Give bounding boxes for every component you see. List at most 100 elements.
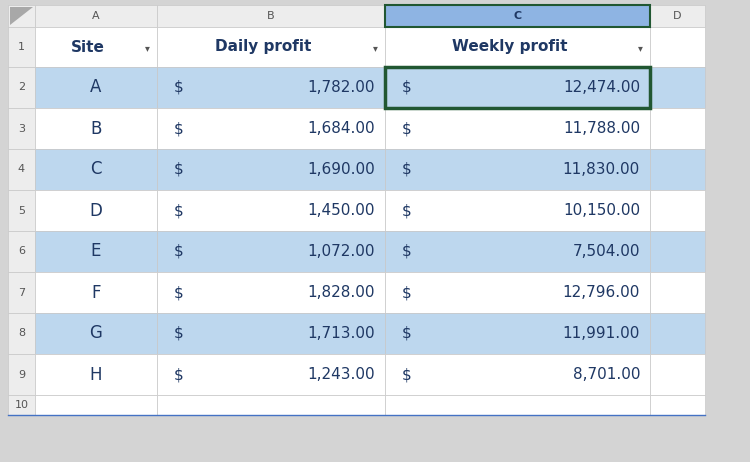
Text: 1,828.00: 1,828.00 xyxy=(308,285,375,300)
Text: $: $ xyxy=(402,244,412,259)
Bar xyxy=(35,190,157,231)
Text: 1,243.00: 1,243.00 xyxy=(308,367,375,382)
Bar xyxy=(35,272,157,313)
Text: $: $ xyxy=(402,162,412,177)
Bar xyxy=(385,108,650,149)
Bar xyxy=(650,395,705,415)
Bar xyxy=(35,395,157,415)
Text: 10,150.00: 10,150.00 xyxy=(562,203,640,218)
Text: 1: 1 xyxy=(18,42,25,52)
Text: 1,690.00: 1,690.00 xyxy=(308,162,375,177)
Bar xyxy=(157,108,385,149)
Text: D: D xyxy=(89,201,103,219)
Bar xyxy=(385,149,650,190)
Text: C: C xyxy=(90,160,102,178)
Text: $: $ xyxy=(402,326,412,341)
Text: 4: 4 xyxy=(18,164,25,175)
Text: Daily profit: Daily profit xyxy=(214,39,311,55)
Bar xyxy=(385,313,650,354)
Bar xyxy=(35,354,157,395)
Text: Site: Site xyxy=(71,39,105,55)
Text: B: B xyxy=(90,120,102,138)
Bar xyxy=(157,395,385,415)
Bar xyxy=(650,354,705,395)
Text: 11,991.00: 11,991.00 xyxy=(562,326,640,341)
Bar xyxy=(8,272,35,313)
Text: A: A xyxy=(90,79,102,97)
Text: 1,450.00: 1,450.00 xyxy=(308,203,375,218)
Bar xyxy=(8,67,35,108)
Text: $: $ xyxy=(402,367,412,382)
Text: E: E xyxy=(91,243,101,261)
Text: 8,701.00: 8,701.00 xyxy=(572,367,640,382)
Text: $: $ xyxy=(402,121,412,136)
Text: 3: 3 xyxy=(18,123,25,134)
Bar xyxy=(385,67,650,108)
Text: $: $ xyxy=(402,80,412,95)
Text: 5: 5 xyxy=(18,206,25,215)
Bar xyxy=(157,231,385,272)
Bar xyxy=(35,27,157,67)
Bar xyxy=(385,5,650,27)
Bar xyxy=(8,231,35,272)
Text: ▾: ▾ xyxy=(373,43,377,53)
Text: Weekly profit: Weekly profit xyxy=(452,39,567,55)
Bar xyxy=(8,190,35,231)
Text: 1,713.00: 1,713.00 xyxy=(308,326,375,341)
Text: 10: 10 xyxy=(14,400,28,410)
Text: 8: 8 xyxy=(18,328,25,339)
Bar xyxy=(385,231,650,272)
Bar xyxy=(8,313,35,354)
Bar xyxy=(8,5,35,27)
Text: $: $ xyxy=(174,244,184,259)
Bar xyxy=(8,108,35,149)
Text: $: $ xyxy=(174,367,184,382)
Bar xyxy=(35,149,157,190)
Bar xyxy=(8,354,35,395)
Text: 11,788.00: 11,788.00 xyxy=(562,121,640,136)
Text: A: A xyxy=(92,11,100,21)
Text: $: $ xyxy=(174,203,184,218)
Bar xyxy=(650,272,705,313)
Bar xyxy=(385,27,650,67)
Text: 6: 6 xyxy=(18,247,25,256)
Bar xyxy=(35,231,157,272)
Bar xyxy=(8,149,35,190)
Text: G: G xyxy=(89,324,103,342)
Bar xyxy=(385,395,650,415)
Bar xyxy=(385,354,650,395)
Text: ▾: ▾ xyxy=(145,43,149,53)
Bar xyxy=(650,27,705,67)
Text: $: $ xyxy=(174,326,184,341)
Bar xyxy=(650,149,705,190)
Text: 7: 7 xyxy=(18,287,25,298)
Text: H: H xyxy=(90,365,102,383)
Bar xyxy=(385,190,650,231)
Text: C: C xyxy=(514,11,521,21)
Bar xyxy=(157,27,385,67)
Polygon shape xyxy=(10,7,33,25)
Bar xyxy=(650,231,705,272)
Text: 1,072.00: 1,072.00 xyxy=(308,244,375,259)
Bar xyxy=(157,5,385,27)
Text: 1,782.00: 1,782.00 xyxy=(308,80,375,95)
Bar xyxy=(650,67,705,108)
Bar xyxy=(385,272,650,313)
Text: $: $ xyxy=(402,203,412,218)
Text: 9: 9 xyxy=(18,370,25,379)
Bar xyxy=(157,354,385,395)
Text: $: $ xyxy=(174,80,184,95)
Bar xyxy=(8,395,35,415)
Bar xyxy=(157,149,385,190)
Bar xyxy=(35,108,157,149)
Bar xyxy=(385,67,650,108)
Text: 12,796.00: 12,796.00 xyxy=(562,285,640,300)
Bar xyxy=(157,67,385,108)
Bar xyxy=(157,272,385,313)
Bar xyxy=(35,5,157,27)
Text: $: $ xyxy=(174,121,184,136)
Bar xyxy=(35,67,157,108)
Text: $: $ xyxy=(174,162,184,177)
Text: F: F xyxy=(92,284,100,302)
Text: 12,474.00: 12,474.00 xyxy=(562,80,640,95)
